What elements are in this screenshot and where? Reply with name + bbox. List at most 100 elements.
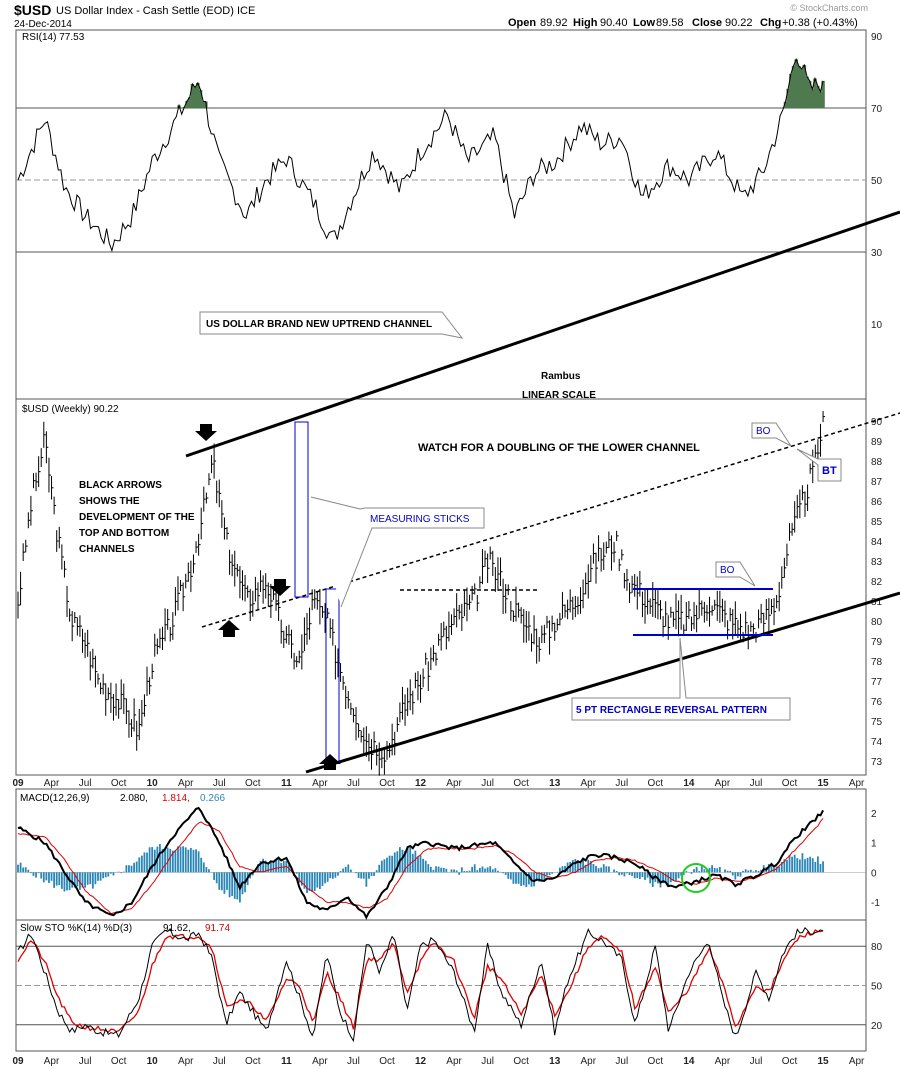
rectangle-callout: 5 PT RECTANGLE REVERSAL PATTERN	[571, 637, 791, 721]
sto-tick-label: 50	[871, 982, 883, 993]
price-panel-frame	[15, 398, 867, 776]
sto-x-tick-label: Jul	[481, 1056, 494, 1067]
instrument-name: US Dollar Index - Cash Settle (EOD) ICE	[56, 5, 255, 17]
macd-chart: 2 1 0 -1	[16, 806, 880, 920]
price-tick-label: 81	[871, 597, 883, 608]
sto-legend-name: Slow STO %K(14) %D(3)	[20, 923, 132, 934]
up-arrow-icon	[319, 754, 341, 770]
price-x-tick-label: Oct	[782, 778, 798, 789]
lower-channel-line	[305, 591, 900, 774]
macd-legend-v3: 0.266	[200, 793, 225, 804]
price-tick-label: 85	[871, 517, 883, 528]
price-tick-label: 75	[871, 717, 883, 728]
sto-tick-label: 80	[871, 942, 883, 953]
price-chart: 90 89 88 87 86 85 84 83 82 81 80 79 78 77 76 75 74 73 09 Ap…	[12, 411, 883, 789]
sto-x-tick-label: Jul	[750, 1056, 763, 1067]
bo-label-1: BO	[720, 565, 735, 576]
close-label: Close	[692, 17, 722, 29]
price-x-tick-label: Apr	[312, 778, 328, 789]
price-x-tick-label: Oct	[245, 778, 261, 789]
price-tick-label: 79	[871, 637, 883, 648]
sto-x-tick-label: Jul	[213, 1056, 226, 1067]
high-label: High	[573, 17, 598, 29]
sto-x-tick-label: 12	[415, 1056, 427, 1067]
high-value: 90.40	[600, 17, 628, 29]
watermark: © StockCharts.com	[790, 3, 868, 13]
price-x-tick-label: 14	[683, 778, 695, 789]
measuring-sticks-label: MEASURING STICKS	[370, 514, 470, 525]
sto-x-tick-label: Apr	[312, 1056, 328, 1067]
price-x-tick-label: Oct	[111, 778, 127, 789]
price-tick-label: 86	[871, 497, 883, 508]
price-x-tick-label: 13	[549, 778, 561, 789]
price-x-tick-label: Jul	[347, 778, 360, 789]
macd-tick-label: 0	[871, 868, 877, 879]
sto-x-tick-label: Oct	[513, 1056, 529, 1067]
bt-label: BT	[822, 465, 837, 477]
price-x-tick-label: Apr	[849, 778, 865, 789]
sto-tick-label: 20	[871, 1021, 883, 1032]
sto-k-line	[17, 926, 824, 1043]
rambus-label: Rambus	[541, 371, 581, 382]
price-tick-label: 77	[871, 677, 883, 688]
price-x-tick-label: 12	[415, 778, 427, 789]
price-tick-label: 76	[871, 697, 883, 708]
sto-x-tick-label: Jul	[79, 1056, 92, 1067]
bo-label-2: BO	[756, 426, 771, 437]
sto-legend-v1: 91.62,	[163, 923, 191, 934]
price-x-tick-label: Apr	[715, 778, 731, 789]
rsi-chart: 90 70 50 30 10	[16, 32, 883, 331]
sto-x-tick-label: Apr	[446, 1056, 462, 1067]
low-label: Low	[633, 17, 655, 29]
price-x-tick-label: Apr	[44, 778, 60, 789]
arrows-note-line-4: TOP AND BOTTOM	[79, 528, 169, 539]
price-x-tick-label: 11	[281, 778, 292, 789]
sto-x-tick-label: Apr	[44, 1056, 60, 1067]
macd-line	[17, 806, 824, 920]
rsi-tick-label: 10	[871, 320, 883, 331]
price-x-tick-label: Oct	[379, 778, 395, 789]
sto-x-tick-label: 10	[147, 1056, 159, 1067]
black-arrows-note: BLACK ARROWS SHOWS THE DEVELOPMENT OF TH…	[79, 480, 195, 555]
chg-label: Chg	[760, 17, 781, 29]
arrows-note-line-5: CHANNELS	[79, 544, 135, 555]
sto-d-line	[17, 929, 824, 1033]
sto-x-tick-label: 13	[549, 1056, 561, 1067]
doubling-label: WATCH FOR A DOUBLING OF THE LOWER CHANNE…	[418, 442, 700, 454]
price-tick-label: 88	[871, 457, 883, 468]
linear-scale-label: LINEAR SCALE	[522, 390, 596, 401]
sto-x-tick-label: 14	[683, 1056, 695, 1067]
price-x-tick-label: Apr	[178, 778, 194, 789]
header-date: 24-Dec-2014	[14, 19, 72, 30]
macd-tick-label: 2	[871, 809, 877, 820]
sto-x-tick-label: Oct	[648, 1056, 664, 1067]
sto-x-tick-label: Apr	[715, 1056, 731, 1067]
upper-channel-line	[185, 210, 900, 458]
price-x-tick-label: Jul	[750, 778, 763, 789]
price-tick-label: 87	[871, 477, 883, 488]
price-tick-label: 74	[871, 737, 883, 748]
close-value: 90.22	[725, 17, 753, 29]
macd-legend: MACD(12,26,9) 2.080, 1.814, 0.266	[20, 793, 225, 804]
price-tick-label: 89	[871, 437, 883, 448]
macd-tick-label: 1	[871, 839, 877, 850]
quote-bar: Open 89.92 High 90.40 Low 89.58 Close 90…	[508, 17, 858, 29]
sto-x-tick-label: Oct	[782, 1056, 798, 1067]
rsi-tick-label: 90	[871, 32, 883, 43]
price-x-tick-label: 15	[818, 778, 830, 789]
macd-legend-v1: 2.080,	[120, 793, 148, 804]
sto-x-tick-label: Oct	[245, 1056, 261, 1067]
rsi-line	[17, 57, 824, 253]
rectangle-pattern-label: 5 PT RECTANGLE REVERSAL PATTERN	[576, 705, 767, 716]
down-arrow-icon	[269, 579, 291, 596]
rsi-tick-label: 50	[871, 176, 883, 187]
macd-highlight-circle	[681, 863, 711, 893]
price-tick-label: 78	[871, 657, 883, 668]
sto-x-tick-label: Oct	[111, 1056, 127, 1067]
arrows-note-line-3: DEVELOPMENT OF THE	[79, 512, 195, 523]
price-x-tick-label: Jul	[213, 778, 226, 789]
arrows-note-line-2: SHOWS THE	[79, 496, 140, 507]
bo-callout-2: BO	[751, 422, 792, 447]
measuring-stick-1	[294, 421, 309, 598]
